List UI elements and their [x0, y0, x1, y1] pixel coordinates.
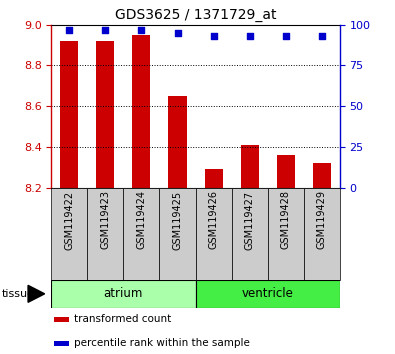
Bar: [276, 155, 295, 188]
Bar: [196, 280, 340, 308]
Bar: [87, 188, 123, 280]
Bar: [96, 41, 115, 188]
Bar: [60, 41, 78, 188]
Title: GDS3625 / 1371729_at: GDS3625 / 1371729_at: [115, 8, 276, 22]
Bar: [241, 145, 259, 188]
Point: [282, 33, 289, 39]
Bar: [54, 317, 69, 322]
Bar: [196, 188, 231, 280]
Point: [211, 33, 217, 39]
Text: GSM119428: GSM119428: [280, 190, 291, 249]
Text: ventricle: ventricle: [242, 287, 293, 300]
Bar: [51, 280, 196, 308]
Point: [318, 33, 325, 39]
Bar: [231, 188, 267, 280]
Text: tissue: tissue: [2, 289, 35, 299]
Bar: [123, 188, 160, 280]
Bar: [51, 188, 87, 280]
Point: [246, 33, 253, 39]
Text: transformed count: transformed count: [74, 314, 172, 325]
Text: GSM119429: GSM119429: [317, 190, 327, 249]
Bar: [132, 35, 150, 188]
Bar: [160, 188, 196, 280]
Bar: [54, 341, 69, 346]
Bar: [267, 188, 304, 280]
Text: GSM119426: GSM119426: [209, 190, 218, 249]
Text: GSM119422: GSM119422: [64, 190, 74, 250]
Bar: [205, 169, 222, 188]
Bar: [169, 96, 186, 188]
Point: [174, 30, 181, 36]
Text: GSM119424: GSM119424: [136, 190, 147, 249]
Text: GSM119423: GSM119423: [100, 190, 111, 249]
Bar: [313, 163, 331, 188]
Text: percentile rank within the sample: percentile rank within the sample: [74, 338, 250, 348]
Bar: [304, 188, 340, 280]
Point: [66, 27, 73, 33]
Polygon shape: [28, 285, 45, 302]
Point: [138, 27, 145, 33]
Text: atrium: atrium: [104, 287, 143, 300]
Text: GSM119425: GSM119425: [173, 190, 182, 250]
Point: [102, 27, 109, 33]
Text: GSM119427: GSM119427: [245, 190, 255, 250]
